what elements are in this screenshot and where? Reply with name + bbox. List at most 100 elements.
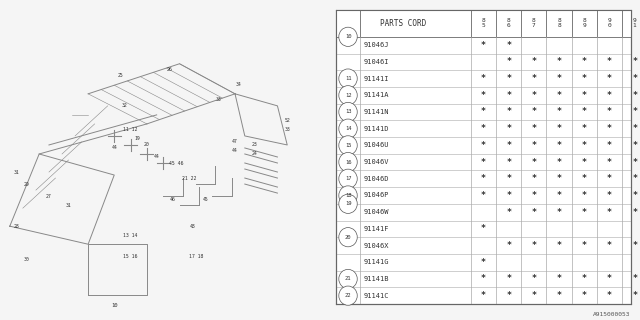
Text: 32: 32 bbox=[121, 103, 127, 108]
Text: *: * bbox=[632, 74, 637, 83]
Text: *: * bbox=[506, 241, 511, 250]
Text: 91046V: 91046V bbox=[364, 159, 389, 165]
Text: 26: 26 bbox=[167, 67, 173, 72]
Text: *: * bbox=[607, 291, 612, 300]
Text: *: * bbox=[531, 108, 536, 116]
Text: 24: 24 bbox=[252, 151, 257, 156]
Circle shape bbox=[339, 286, 357, 305]
Text: *: * bbox=[481, 141, 486, 150]
Text: 91141F: 91141F bbox=[364, 226, 389, 232]
Text: *: * bbox=[481, 74, 486, 83]
Text: *: * bbox=[632, 291, 637, 300]
Text: *: * bbox=[506, 191, 511, 200]
Text: *: * bbox=[607, 275, 612, 284]
Text: 8
6: 8 6 bbox=[507, 18, 511, 28]
Text: 33: 33 bbox=[284, 127, 290, 132]
Circle shape bbox=[339, 27, 357, 46]
Circle shape bbox=[339, 136, 357, 155]
Text: 11 12: 11 12 bbox=[124, 127, 138, 132]
Text: *: * bbox=[557, 57, 561, 66]
Text: *: * bbox=[506, 108, 511, 116]
Text: *: * bbox=[531, 191, 536, 200]
Text: *: * bbox=[506, 157, 511, 166]
Text: *: * bbox=[582, 191, 587, 200]
Text: *: * bbox=[632, 174, 637, 183]
Text: *: * bbox=[557, 191, 561, 200]
Text: 91046U: 91046U bbox=[364, 142, 389, 148]
Text: 20: 20 bbox=[144, 142, 150, 148]
Text: *: * bbox=[557, 174, 561, 183]
Text: *: * bbox=[531, 124, 536, 133]
Text: 12: 12 bbox=[345, 93, 351, 98]
Text: *: * bbox=[632, 124, 637, 133]
Text: *: * bbox=[506, 208, 511, 217]
Text: A915000053: A915000053 bbox=[593, 312, 630, 317]
Text: 15: 15 bbox=[345, 143, 351, 148]
Text: 31: 31 bbox=[66, 203, 72, 208]
Text: 8
8: 8 8 bbox=[557, 18, 561, 28]
Text: *: * bbox=[481, 224, 486, 233]
Text: *: * bbox=[531, 57, 536, 66]
Text: *: * bbox=[557, 124, 561, 133]
Text: 45: 45 bbox=[203, 196, 209, 202]
Text: *: * bbox=[557, 241, 561, 250]
Text: 91141C: 91141C bbox=[364, 293, 389, 299]
Text: *: * bbox=[531, 91, 536, 100]
Text: *: * bbox=[582, 124, 587, 133]
Text: *: * bbox=[481, 174, 486, 183]
Circle shape bbox=[339, 269, 357, 289]
Text: 8
5: 8 5 bbox=[482, 18, 485, 28]
Circle shape bbox=[339, 186, 357, 205]
Text: *: * bbox=[607, 208, 612, 217]
Text: *: * bbox=[632, 57, 637, 66]
Circle shape bbox=[339, 152, 357, 172]
Text: *: * bbox=[531, 174, 536, 183]
Text: *: * bbox=[607, 57, 612, 66]
Text: 10: 10 bbox=[111, 303, 118, 308]
Text: *: * bbox=[531, 141, 536, 150]
Text: *: * bbox=[607, 191, 612, 200]
Text: *: * bbox=[607, 91, 612, 100]
Text: *: * bbox=[506, 91, 511, 100]
Text: *: * bbox=[481, 258, 486, 267]
Text: *: * bbox=[531, 241, 536, 250]
Text: 19: 19 bbox=[345, 201, 351, 206]
Text: *: * bbox=[506, 174, 511, 183]
Text: *: * bbox=[531, 291, 536, 300]
Text: 16: 16 bbox=[345, 160, 351, 164]
Text: 91046J: 91046J bbox=[364, 42, 389, 48]
Text: *: * bbox=[557, 291, 561, 300]
Text: *: * bbox=[582, 241, 587, 250]
Circle shape bbox=[339, 194, 357, 213]
Text: *: * bbox=[557, 91, 561, 100]
Text: 44: 44 bbox=[111, 146, 117, 150]
Text: 18: 18 bbox=[345, 193, 351, 198]
Text: 52: 52 bbox=[284, 118, 290, 124]
Text: 44: 44 bbox=[154, 155, 159, 159]
Text: 21 22: 21 22 bbox=[182, 176, 196, 180]
Text: 14: 14 bbox=[345, 126, 351, 131]
Text: *: * bbox=[557, 157, 561, 166]
Text: 91141D: 91141D bbox=[364, 126, 389, 132]
Text: 29: 29 bbox=[23, 181, 29, 187]
Text: 91141B: 91141B bbox=[364, 276, 389, 282]
Text: *: * bbox=[506, 291, 511, 300]
Text: 13 14: 13 14 bbox=[124, 233, 138, 238]
Text: *: * bbox=[557, 108, 561, 116]
Text: 30: 30 bbox=[23, 257, 29, 262]
Text: *: * bbox=[481, 157, 486, 166]
Text: 10: 10 bbox=[345, 34, 351, 39]
Text: *: * bbox=[632, 91, 637, 100]
Bar bbox=[336, 10, 630, 37]
Text: 34: 34 bbox=[236, 82, 241, 87]
Text: 48: 48 bbox=[189, 224, 195, 229]
Text: 44: 44 bbox=[232, 148, 238, 154]
Circle shape bbox=[339, 169, 357, 188]
Text: *: * bbox=[607, 157, 612, 166]
Text: *: * bbox=[506, 141, 511, 150]
Text: 45 46: 45 46 bbox=[169, 161, 184, 165]
Text: *: * bbox=[557, 74, 561, 83]
Text: 91046X: 91046X bbox=[364, 243, 389, 249]
Text: 9
1: 9 1 bbox=[633, 18, 637, 28]
Text: *: * bbox=[506, 124, 511, 133]
